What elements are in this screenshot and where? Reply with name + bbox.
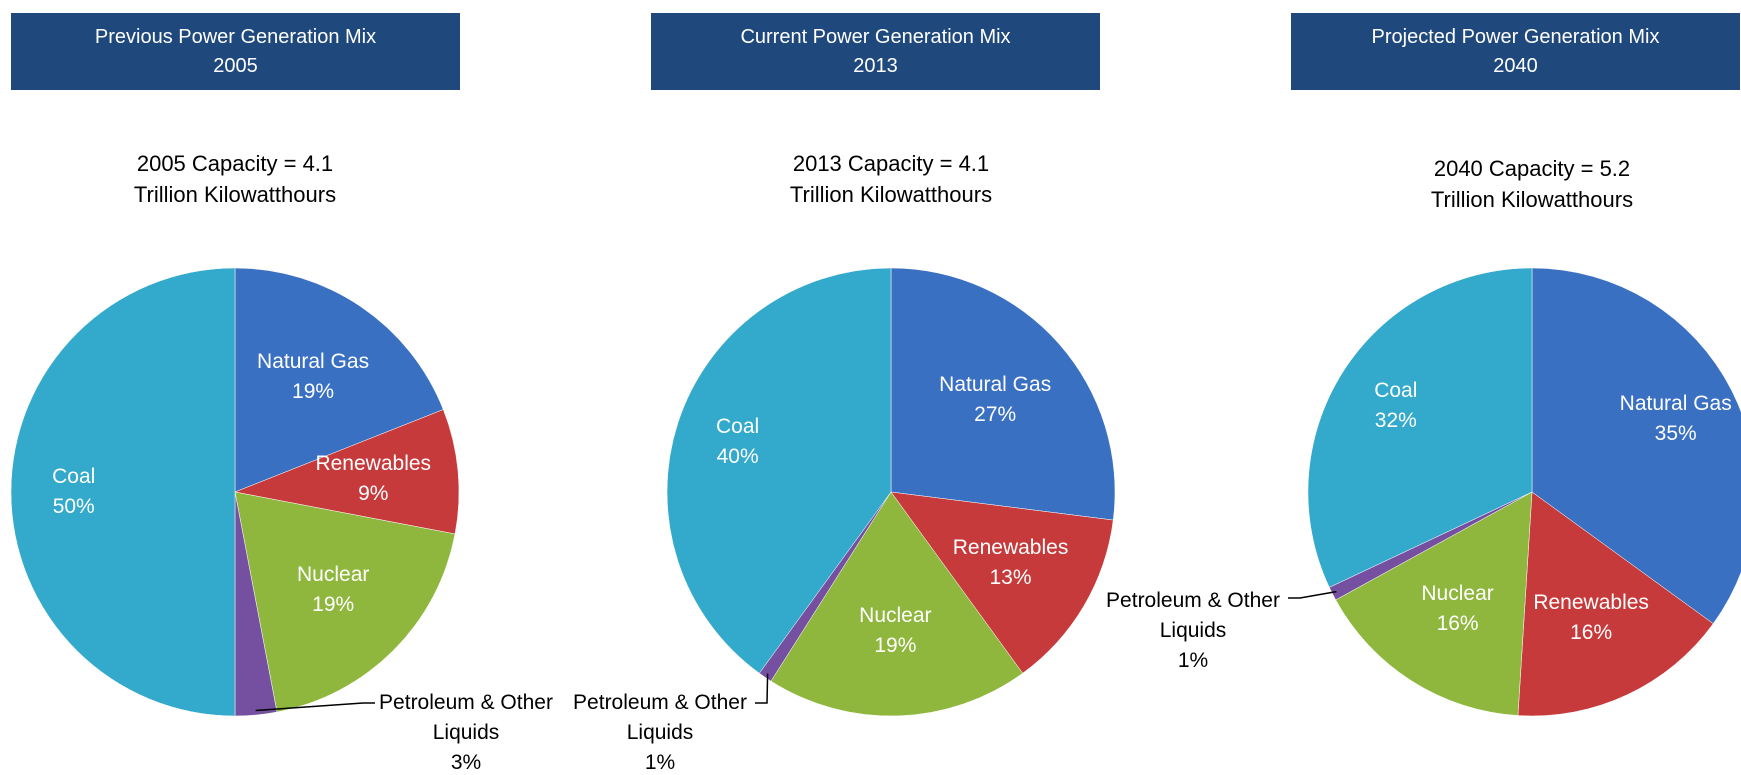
slice-category: Natural Gas xyxy=(257,350,370,374)
slice-value: 35% xyxy=(1654,421,1697,445)
pie-slice xyxy=(234,409,460,535)
slice-label: Natural Gas 27% xyxy=(939,370,1051,430)
subtitle-line: 2040 Capacity = 5.2 xyxy=(1433,156,1631,181)
slice-label: Nuclear 19% xyxy=(297,560,369,620)
leader-line xyxy=(255,702,375,712)
subtitle-line: 2005 Capacity = 4.1 xyxy=(136,151,334,176)
slice-category: Nuclear xyxy=(1421,582,1494,606)
slice-category: Renewables xyxy=(315,451,432,475)
chart-header: Previous Power Generation Mix 2005 xyxy=(11,13,460,90)
pie-slice xyxy=(1335,491,1533,716)
pie-slice xyxy=(1517,491,1714,717)
subtitle-line: Trillion Kilowatthours xyxy=(133,182,337,207)
slice-value: 19% xyxy=(292,380,335,404)
chart-subtitle: 2005 Capacity = 4.1 Trillion Kilowatthour… xyxy=(35,148,435,210)
slice-value: 13% xyxy=(989,565,1032,589)
chart-header: Current Power Generation Mix 2013 xyxy=(651,13,1100,90)
subtitle-line: Trillion Kilowatthours xyxy=(1430,187,1634,212)
slice-value: 19% xyxy=(874,633,917,657)
slice-value: 40% xyxy=(716,445,759,469)
slice-category: Petroleum & Other Liquids xyxy=(573,691,747,744)
slice-label: Nuclear 19% xyxy=(859,601,931,661)
slice-category: Petroleum & Other Liquids xyxy=(379,691,553,744)
slice-category: Nuclear xyxy=(859,603,932,627)
slice-label: Renewables 13% xyxy=(953,533,1069,593)
slice-value: 32% xyxy=(1374,408,1417,432)
pie-slice xyxy=(1531,267,1741,625)
chart-title: 2013 xyxy=(853,55,898,77)
slice-label: Coal 40% xyxy=(716,412,759,472)
slice-value: 27% xyxy=(974,403,1017,427)
pie-slice xyxy=(890,491,1114,674)
pie-slice xyxy=(234,491,456,713)
subtitle-line: 2013 Capacity = 4.1 xyxy=(792,151,990,176)
slice-value: 3% xyxy=(450,751,482,774)
slice-category: Natural Gas xyxy=(1619,391,1732,415)
pie-slice xyxy=(890,267,1116,521)
slice-value: 9% xyxy=(358,481,389,505)
slice-category: Petroleum & Other Liquids xyxy=(1106,589,1280,642)
subtitle-line: Trillion Kilowatthours xyxy=(789,182,993,207)
slice-label: Petroleum & Other Liquids 1% xyxy=(565,688,755,775)
slice-label: Renewables 16% xyxy=(1533,588,1649,648)
slice-value: 16% xyxy=(1570,620,1613,644)
chart-title: Current Power Generation Mix xyxy=(740,26,1011,48)
pie-slice xyxy=(234,267,444,493)
slice-label: Coal 50% xyxy=(52,462,95,522)
chart-title: 2040 xyxy=(1493,55,1538,77)
slice-category: Renewables xyxy=(952,535,1069,559)
slice-value: 1% xyxy=(644,751,676,774)
slice-value: 1% xyxy=(1177,649,1209,672)
leader-line xyxy=(1288,590,1337,599)
slice-category: Nuclear xyxy=(297,563,370,587)
slice-category: Coal xyxy=(1374,378,1418,402)
chart-title: Projected Power Generation Mix xyxy=(1371,26,1660,48)
slice-value: 19% xyxy=(312,593,355,617)
slice-label: Petroleum & Other Liquids 1% xyxy=(1098,586,1288,676)
pie-slice xyxy=(1307,267,1533,588)
slice-label: Petroleum & Other Liquids 3% xyxy=(371,688,561,775)
slice-value: 50% xyxy=(52,495,95,518)
slice-category: Coal xyxy=(52,465,96,488)
pie-slice xyxy=(10,267,236,717)
slice-value: 16% xyxy=(1436,612,1479,636)
chart-title: 2005 xyxy=(213,55,258,77)
leader-line xyxy=(755,673,769,704)
chart-title: Previous Power Generation Mix xyxy=(94,26,377,48)
pie-slice xyxy=(666,267,892,674)
slice-category: Natural Gas xyxy=(939,373,1052,397)
slice-category: Coal xyxy=(716,415,760,439)
pie-slice xyxy=(770,491,1024,717)
slice-category: Renewables xyxy=(1533,590,1649,614)
slice-label: Coal 32% xyxy=(1374,376,1417,436)
slice-label: Renewables 9% xyxy=(315,449,431,509)
slice-label: Natural Gas 35% xyxy=(1620,389,1732,449)
chart-header: Projected Power Generation Mix 2040 xyxy=(1291,13,1740,90)
chart-subtitle: 2040 Capacity = 5.2 Trillion Kilowatthour… xyxy=(1332,153,1732,215)
chart-subtitle: 2013 Capacity = 4.1 Trillion Kilowatthour… xyxy=(691,148,1091,210)
slice-label: Nuclear 16% xyxy=(1421,579,1493,639)
slice-label: Natural Gas 19% xyxy=(257,347,369,407)
